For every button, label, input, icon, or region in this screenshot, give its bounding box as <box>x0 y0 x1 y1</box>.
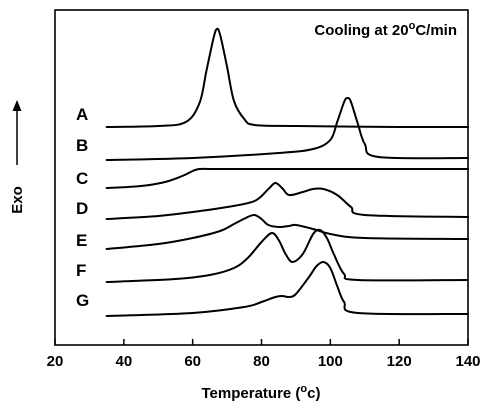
x-tick-label-60: 60 <box>184 353 201 370</box>
series-label-g: G <box>76 291 89 310</box>
x-tick-label-140: 140 <box>455 353 480 370</box>
x-tick-label-20: 20 <box>47 353 64 370</box>
chart-title-superscript: o <box>409 20 416 32</box>
plot-frame <box>54 9 469 346</box>
series-line-c <box>105 167 469 189</box>
chart-title-suffix: C/min <box>415 22 457 39</box>
x-axis-label-prefix: Temperature ( <box>202 385 301 402</box>
series-line-a <box>105 27 469 129</box>
chart-title-main: Cooling at 20 <box>314 22 408 39</box>
y-axis-label-group: Exo <box>9 100 26 214</box>
series-line-g <box>105 260 469 317</box>
series-label-b: B <box>76 136 88 155</box>
series-label-c: C <box>76 169 88 188</box>
series-line-b <box>105 96 469 161</box>
exo-arrow-head <box>12 100 22 111</box>
series-line-f <box>105 228 469 283</box>
x-axis-ticks: 20 40 60 80 100 120 140 <box>47 339 481 370</box>
series-line-e <box>105 213 469 250</box>
x-axis-label-superscript: o <box>300 383 307 395</box>
series-line-d <box>105 182 469 220</box>
x-axis-label: Temperature (oc) <box>202 383 321 402</box>
series-label-a: A <box>76 105 88 124</box>
x-tick-label-80: 80 <box>253 353 270 370</box>
x-axis-label-suffix: c) <box>307 385 320 402</box>
series-label-d: D <box>76 199 88 218</box>
x-tick-label-40: 40 <box>115 353 132 370</box>
series-label-f: F <box>76 261 86 280</box>
series-label-e: E <box>76 231 87 250</box>
x-tick-label-120: 120 <box>387 353 412 370</box>
y-axis-label: Exo <box>9 186 26 214</box>
chart-title: Cooling at 20oC/min <box>314 20 457 39</box>
x-tick-label-100: 100 <box>318 353 343 370</box>
series-curves <box>105 27 469 317</box>
